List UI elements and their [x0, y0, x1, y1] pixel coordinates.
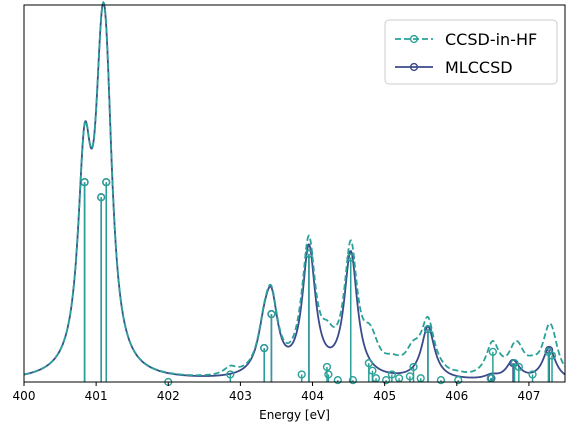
- legend-label-mlccsd: MLCCSD: [445, 58, 513, 77]
- stick-marker-ccsd-in-hf-11: [333, 376, 342, 385]
- legend-marker-mlccsd: [409, 62, 419, 72]
- x-axis-label: Energy [eV]: [259, 408, 330, 422]
- stick-marker-ccsd-in-hf-27: [488, 347, 497, 356]
- stick-marker-ccsd-in-hf-15: [368, 366, 377, 375]
- stick-marker-ccsd-in-hf-6: [267, 310, 276, 319]
- stick-marker-ccsd-in-hf-4: [226, 370, 235, 379]
- x-tick-label-6: 406: [445, 389, 468, 403]
- stick-marker-ccsd-in-hf-32: [547, 351, 557, 360]
- stick-marker-ccsd-in-hf-2: [102, 178, 111, 187]
- stick-marker-ccsd-in-hf-13: [348, 376, 358, 385]
- stick-marker-ccsd-in-hf-12: [346, 253, 355, 262]
- stick-marker-ccsd-in-hf-7: [297, 370, 306, 379]
- series-line-ccsd-in-hf: [23, 0, 566, 377]
- stick-layer: [80, 178, 557, 387]
- plot-frame: [23, 4, 566, 383]
- stick-marker-ccsd-in-hf-29: [514, 362, 523, 372]
- x-tick-label-2: 402: [157, 389, 180, 403]
- stick-marker-ccsd-in-hf-1: [97, 193, 106, 202]
- stick-marker-ccsd-in-hf-25: [454, 376, 463, 385]
- stick-marker-ccsd-in-hf-24: [436, 376, 446, 385]
- stick-marker-ccsd-in-hf-14: [364, 359, 373, 368]
- legend: CCSD-in-HF MLCCSD: [384, 19, 558, 85]
- legend-marker-ccsd-in-hf: [409, 34, 419, 44]
- x-tick-label-5: 405: [373, 389, 396, 403]
- stick-marker-ccsd-in-hf-8: [304, 249, 314, 258]
- stick-marker-ccsd-in-hf-30: [528, 370, 537, 379]
- series-layer: [23, 0, 566, 379]
- x-tick-label-1: 401: [85, 389, 108, 403]
- stick-marker-ccsd-in-hf-9: [322, 362, 332, 372]
- x-tick-label-3: 403: [229, 389, 252, 403]
- x-axis-ticks: 400 401 402 403 404 405 406 407: [13, 382, 540, 403]
- stick-marker-ccsd-in-hf-0: [80, 178, 89, 187]
- stick-marker-ccsd-in-hf-23: [423, 325, 433, 334]
- stick-marker-ccsd-in-hf-5: [260, 343, 269, 353]
- legend-label-ccsd-in-hf: CCSD-in-HF: [445, 30, 537, 49]
- x-tick-label-7: 407: [517, 389, 540, 403]
- x-tick-label-0: 400: [13, 389, 36, 403]
- stick-marker-ccsd-in-hf-10: [324, 370, 333, 379]
- stick-marker-ccsd-in-hf-18: [387, 370, 396, 379]
- stick-marker-ccsd-in-hf-17: [382, 376, 391, 385]
- stick-marker-ccsd-in-hf-21: [409, 362, 418, 372]
- legend-box: [384, 19, 558, 85]
- x-tick-label-4: 404: [301, 389, 324, 403]
